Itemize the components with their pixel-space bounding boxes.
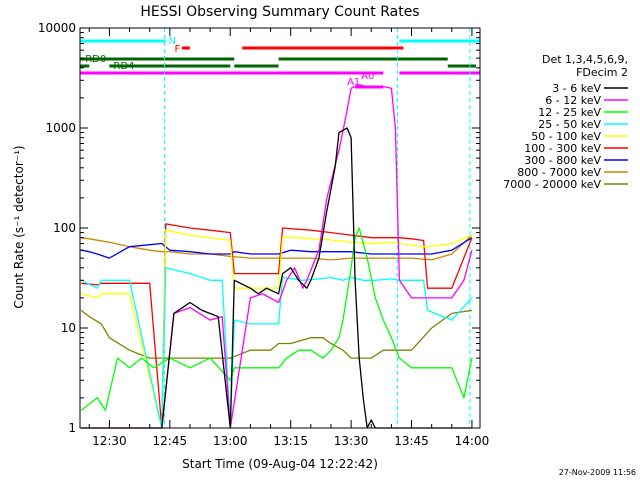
- a0-flag-label: A0: [361, 71, 374, 82]
- legend-header-line-2: FDecim 2: [576, 66, 628, 79]
- x-tick-label-4: 13:30: [334, 434, 369, 448]
- a1-flag-label: A1: [347, 77, 360, 88]
- legend-label-7: 800 - 7000 keV: [517, 166, 601, 179]
- legend-label-5: 100 - 300 keV: [524, 142, 601, 155]
- x-tick-label-2: 13:00: [213, 434, 248, 448]
- series-line-2: [80, 227, 473, 412]
- axes: 1 10 100 1000 10000 12:30 12:45 13:00 13:15 13:30…: [38, 21, 489, 448]
- flare-flag-label: F: [175, 44, 181, 55]
- x-axis-label: Start Time (09-Aug-04 12:22:42): [182, 457, 378, 471]
- series-line-0: [81, 127, 472, 429]
- y-tick-label-2: 100: [53, 221, 76, 235]
- series-line-7: [81, 234, 473, 261]
- series-line-1: [81, 84, 473, 429]
- x-tick-label-1: 12:45: [153, 434, 188, 448]
- series-lines: [80, 84, 473, 429]
- series-line-8: [80, 309, 472, 359]
- y-tick-label-4: 10000: [38, 21, 76, 35]
- series-line-3: [80, 267, 473, 429]
- legend-label-2: 12 - 25 keV: [538, 106, 601, 119]
- legend-label-1: 6 - 12 keV: [545, 94, 601, 107]
- legend-label-0: 3 - 6 keV: [552, 82, 601, 95]
- x-tick-label-5: 13:45: [394, 434, 429, 448]
- y-tick-label-3: 1000: [45, 121, 76, 135]
- x-tick-label-6: 14:00: [455, 434, 490, 448]
- night-flag-label: N: [168, 36, 175, 47]
- y-axis-label: Count Rate (s⁻¹ detector⁻¹): [12, 145, 26, 308]
- series-line-5: [81, 223, 473, 429]
- x-tick-label-3: 13:15: [273, 434, 308, 448]
- y-tick-label-0: 1: [68, 421, 76, 435]
- footer-timestamp: 27-Nov-2009 11:56: [559, 468, 636, 477]
- x-tick-label-0: 12:30: [92, 434, 127, 448]
- chart-title: HESSI Observing Summary Count Rates: [140, 4, 419, 20]
- y-tick-label-1: 10: [61, 321, 76, 335]
- legend-header-line-1: Det 1,3,4,5,6,9,: [542, 53, 628, 66]
- series-line-6: [81, 237, 473, 259]
- legend-label-8: 7000 - 20000 keV: [503, 178, 601, 191]
- legend-label-6: 300 - 800 keV: [524, 154, 601, 167]
- rd4-flag-label: RD4: [113, 61, 134, 72]
- legend-label-3: 25 - 50 keV: [538, 118, 601, 131]
- legend-label-4: 50 - 100 keV: [531, 130, 601, 143]
- rd0-flag-label: RD0: [85, 54, 106, 65]
